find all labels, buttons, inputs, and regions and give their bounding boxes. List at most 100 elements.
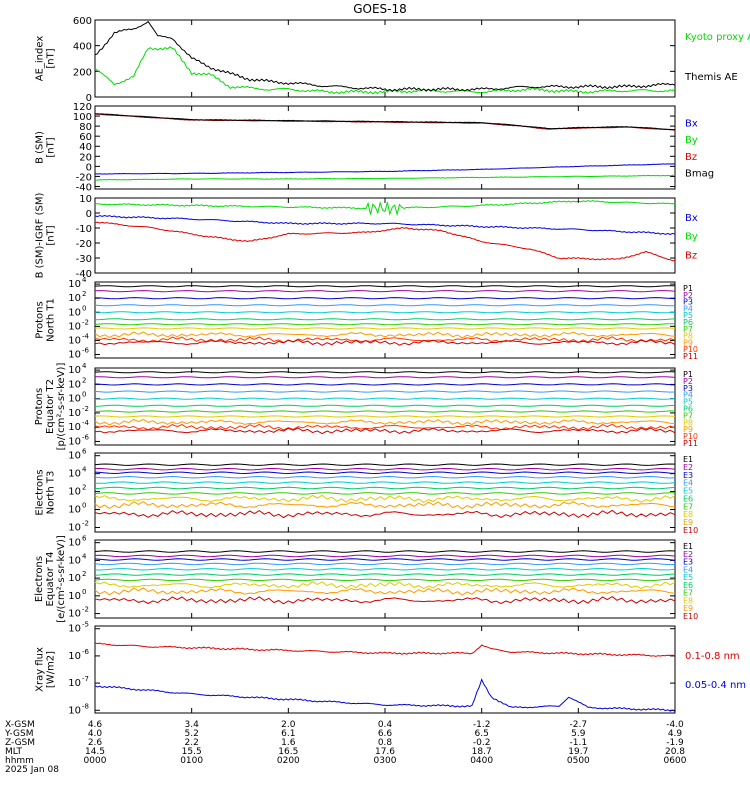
y-tick-label: -30 bbox=[76, 254, 92, 265]
legend-label: E9 bbox=[683, 518, 693, 527]
series-line-e2 bbox=[94, 467, 676, 471]
legend-label: E2 bbox=[683, 550, 693, 559]
y-tick-exponent: 2 bbox=[82, 484, 86, 492]
series-line-bz bbox=[94, 221, 676, 262]
xaxis-row-label: Z-GSM bbox=[5, 738, 35, 748]
y-axis-label: [e/(cm²-s-sr-keV)] bbox=[56, 535, 67, 623]
legend-label: P6 bbox=[683, 318, 693, 327]
y-tick-label: 10 bbox=[68, 451, 81, 462]
y-tick-label: 10 bbox=[68, 651, 81, 662]
y-tick-label: 10 bbox=[68, 609, 81, 620]
y-axis-label: Equator T2 bbox=[45, 379, 56, 434]
legend-label: E5 bbox=[683, 573, 693, 582]
y-tick-label: 10 bbox=[68, 379, 81, 390]
panel-bigrf: -40 -30 -20 -10 0 10 B (SM)-IGRF (SM) [nT] Bx By B… bbox=[35, 193, 698, 280]
legend-label: By bbox=[685, 232, 698, 243]
series-line-e10 bbox=[94, 595, 676, 605]
y-tick-exponent: -2 bbox=[82, 606, 89, 614]
xaxis-value: 2.0 bbox=[281, 720, 296, 730]
legend-label: P1 bbox=[683, 370, 693, 379]
xaxis-value: 2.6 bbox=[88, 738, 103, 748]
xaxis-value: 0100 bbox=[180, 756, 203, 766]
y-tick-exponent: -8 bbox=[82, 702, 89, 710]
y-axis-label: Equator T4 bbox=[45, 552, 56, 607]
legend-label: E8 bbox=[683, 596, 693, 605]
series-line-p4 bbox=[94, 304, 676, 307]
y-tick-label: 0 bbox=[86, 209, 92, 220]
legend-label: E10 bbox=[683, 612, 698, 621]
legend-label: Themis AE bbox=[684, 72, 738, 83]
xaxis-value: 4.0 bbox=[88, 729, 103, 739]
y-tick-exponent: -2 bbox=[82, 318, 89, 326]
legend-label: P9 bbox=[683, 338, 693, 347]
xaxis-value: 5.2 bbox=[185, 729, 199, 739]
legend-label: Bz bbox=[685, 152, 697, 163]
y-tick-exponent: 2 bbox=[82, 290, 86, 298]
y-tick-label: 10 bbox=[68, 279, 81, 290]
series-line-e1 bbox=[94, 463, 676, 466]
xaxis-value: 6.5 bbox=[475, 729, 489, 739]
xaxis-value: -1.9 bbox=[666, 738, 684, 748]
y-tick-label: 10 bbox=[68, 705, 81, 716]
y-tick-label: 10 bbox=[68, 335, 81, 346]
y-tick-label: -40 bbox=[76, 182, 92, 193]
xaxis-value: 18.7 bbox=[472, 747, 492, 757]
series-line-by bbox=[94, 174, 676, 181]
y-tick-label: 600 bbox=[73, 16, 92, 27]
y-axis-label: B (SM)-IGRF (SM) bbox=[35, 193, 46, 279]
y-tick-label: 20 bbox=[79, 152, 92, 163]
legend-label: E8 bbox=[683, 510, 693, 519]
xaxis-value: 0400 bbox=[470, 756, 493, 766]
series-line-e7 bbox=[94, 578, 676, 582]
legend-label: E3 bbox=[683, 471, 693, 480]
series-line-p10 bbox=[94, 423, 676, 431]
xaxis-value: 0.4 bbox=[378, 720, 393, 730]
legend-label: E2 bbox=[683, 463, 693, 472]
y-tick-exponent: 6 bbox=[82, 448, 87, 456]
series-line-p9 bbox=[94, 331, 676, 339]
y-tick-label: -20 bbox=[76, 172, 92, 183]
series-line-p6 bbox=[94, 404, 676, 407]
series-line-p5 bbox=[94, 397, 676, 400]
series-line-e5 bbox=[94, 481, 676, 484]
series-line-p4 bbox=[94, 390, 676, 393]
legend-label: P8 bbox=[683, 418, 693, 427]
xaxis-row-label: hhmm bbox=[5, 756, 34, 766]
y-tick-label: 10 bbox=[68, 349, 81, 360]
series-line-0-05-0-4-nm bbox=[94, 678, 676, 712]
series-line-p3 bbox=[94, 383, 676, 386]
panel-ae: 0 200 400 600 AE_index[nT] Kyoto proxy AE Them… bbox=[35, 16, 750, 104]
series-line-0-1-0-8-nm bbox=[94, 642, 676, 657]
legend-label: P2 bbox=[683, 291, 693, 300]
xaxis-row-label: Y-GSM bbox=[4, 729, 33, 739]
xaxis-value: 0000 bbox=[84, 756, 107, 766]
y-tick-label: 10 bbox=[68, 321, 81, 332]
legend-label: P6 bbox=[683, 405, 693, 414]
legend-label: P2 bbox=[683, 377, 693, 386]
legend-label: P11 bbox=[683, 352, 698, 361]
y-tick-exponent: 2 bbox=[82, 376, 86, 384]
y-axis-label: [nT] bbox=[46, 48, 57, 68]
legend-label: E7 bbox=[683, 502, 693, 511]
xaxis-value: 4.6 bbox=[88, 720, 103, 730]
legend-label: E9 bbox=[683, 604, 693, 613]
y-tick-label: 10 bbox=[68, 422, 81, 433]
series-line-e8 bbox=[94, 581, 676, 590]
xaxis-value: 4.9 bbox=[668, 729, 683, 739]
series-line-p11 bbox=[94, 339, 676, 346]
y-tick-exponent: -4 bbox=[82, 332, 90, 340]
xaxis-value: 0300 bbox=[374, 756, 397, 766]
y-tick-exponent: 0 bbox=[82, 588, 86, 596]
legend-label: By bbox=[685, 135, 698, 146]
legend-label: P4 bbox=[683, 391, 693, 400]
y-tick-exponent: -4 bbox=[82, 419, 90, 427]
y-axis-label: [nT] bbox=[46, 137, 57, 157]
legend-label: E3 bbox=[683, 558, 693, 567]
y-tick-exponent: 2 bbox=[82, 570, 86, 578]
xaxis-value: 0.8 bbox=[378, 738, 393, 748]
y-tick-label: 10 bbox=[79, 194, 92, 205]
